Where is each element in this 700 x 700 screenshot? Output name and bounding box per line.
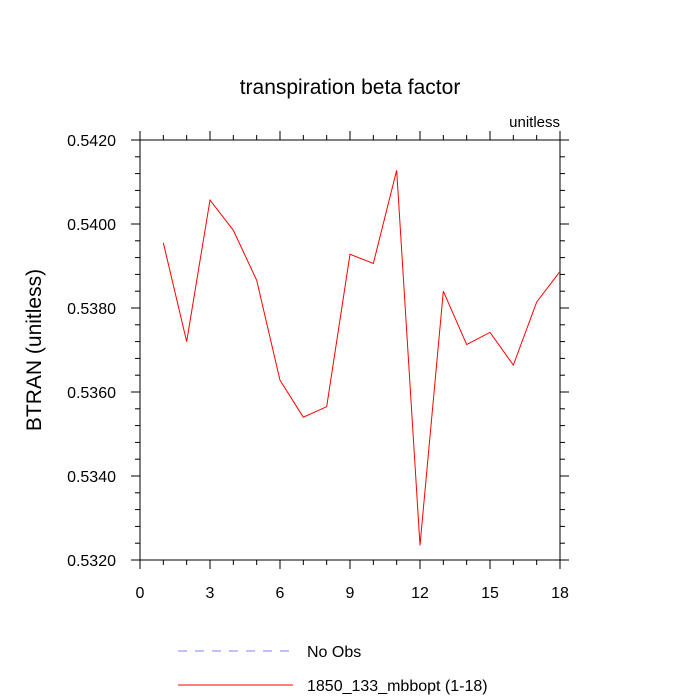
- y-tick-label: 0.5400: [67, 217, 116, 234]
- legend-label-no-obs: No Obs: [307, 644, 361, 661]
- x-tick-label: 12: [411, 585, 429, 602]
- x-tick-label: 6: [276, 585, 285, 602]
- x-tick-label: 0: [136, 585, 145, 602]
- y-tick-label: 0.5320: [67, 553, 116, 570]
- y-tick-label: 0.5380: [67, 301, 116, 318]
- legend-label-series: 1850_133_mbbopt (1-18): [307, 678, 488, 695]
- y-tick-label: 0.5340: [67, 469, 116, 486]
- y-tick-label: 0.5420: [67, 133, 116, 150]
- series-line: [162, 170, 561, 546]
- series-group: [162, 170, 561, 546]
- y-axis-label: BTRAN (unitless): [23, 269, 46, 431]
- axis-ticks: [131, 131, 569, 569]
- plot-frame: [139, 139, 561, 561]
- y-tick-labels: 0.5320 0.5340 0.5360 0.5380 0.5400 0.5420: [67, 133, 116, 570]
- x-tick-label: 18: [551, 585, 569, 602]
- x-tick-label: 3: [206, 585, 215, 602]
- units-label: unitless: [509, 114, 560, 131]
- legend: No Obs 1850_133_mbbopt (1-18): [178, 644, 488, 695]
- x-tick-labels: 0 3 6 9 12 15 18: [136, 585, 569, 602]
- y-tick-label: 0.5360: [67, 385, 116, 402]
- chart-title: transpiration beta factor: [240, 76, 461, 99]
- x-tick-label: 15: [481, 585, 499, 602]
- x-tick-label: 9: [346, 585, 355, 602]
